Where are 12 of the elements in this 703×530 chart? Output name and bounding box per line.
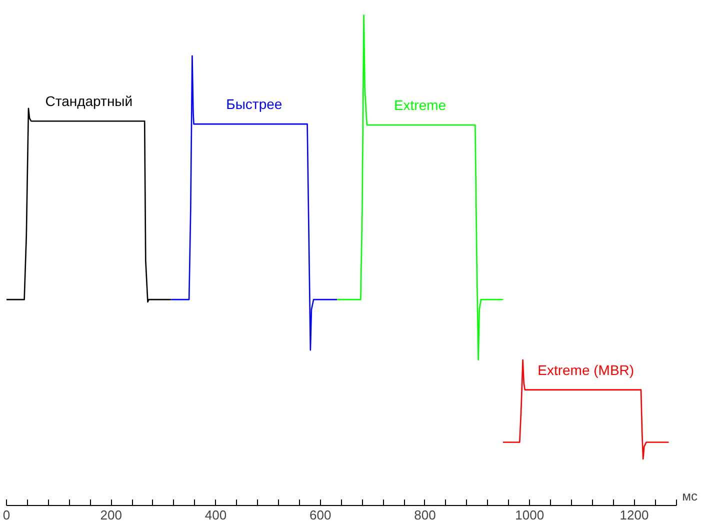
x-tick-label: 0: [2, 508, 10, 522]
series-label: Стандартный: [45, 93, 133, 110]
series-label: Extreme (MBR): [538, 362, 634, 378]
x-tick-label: 600: [310, 508, 332, 522]
x-tick-label: 800: [414, 508, 436, 522]
x-tick-label: 1200: [620, 508, 649, 522]
x-tick-label: 200: [100, 508, 122, 522]
x-tick-label: 1000: [515, 508, 544, 522]
x-axis-title: мс: [682, 488, 698, 504]
series-label: Extreme: [394, 97, 446, 114]
series-label: Быстрее: [226, 96, 282, 112]
x-tick-label: 400: [204, 508, 227, 522]
